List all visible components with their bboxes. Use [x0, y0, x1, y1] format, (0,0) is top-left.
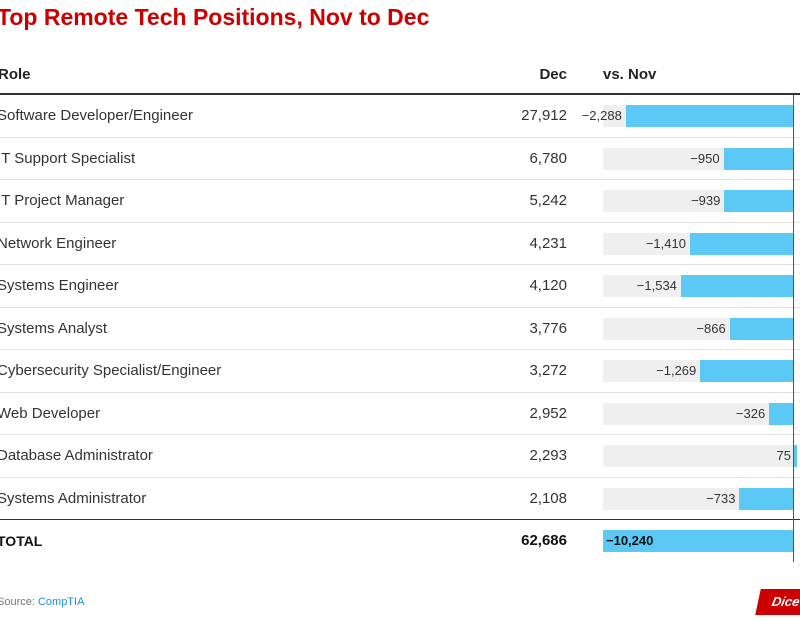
change-track: −939 — [603, 190, 793, 212]
change-track: −1,410 — [603, 232, 793, 255]
dec-value-cell: 2,108 — [529, 489, 567, 507]
table-row: IT Project Manager 5,242 −939 — [0, 180, 800, 223]
positions-table: Software Developer/Engineer 27,912 −2,288 I… — [0, 95, 800, 520]
total-row: TOTAL 62,686 −10,240 — [0, 520, 800, 562]
change-label: −1,534 — [636, 278, 677, 293]
change-track: −1,269 — [603, 360, 793, 382]
change-label: −326 — [735, 405, 766, 421]
total-divider — [0, 519, 800, 520]
dec-value-cell: 2,293 — [529, 447, 567, 464]
change-label: −2,288 — [581, 108, 622, 123]
dec-value-cell: 2,952 — [529, 404, 567, 422]
table-row: Web Developer 2,952 −326 — [0, 393, 800, 435]
total-change-label: −10,240 — [606, 533, 654, 548]
total-dec-value: 62,686 — [521, 532, 567, 549]
change-bar — [739, 487, 793, 510]
dec-value-cell: 3,272 — [529, 362, 567, 379]
role-cell: Systems Analyst — [0, 319, 108, 337]
change-track: −866 — [603, 317, 793, 340]
table-row: Systems Administrator 2,108 −733 — [0, 478, 800, 520]
change-label: 75 — [776, 448, 791, 463]
role-cell: Software Developer/Engineer — [0, 107, 193, 124]
change-label: −1,410 — [645, 235, 686, 251]
table-row: IT Support Specialist 6,780 −950 — [0, 138, 800, 180]
change-bar — [769, 402, 793, 425]
change-track: −1,534 — [603, 275, 793, 297]
table-row: Network Engineer 4,231 −1,410 — [0, 223, 800, 265]
role-cell: Systems Engineer — [0, 277, 119, 294]
table-row: Systems Analyst 3,776 −866 — [0, 308, 800, 350]
column-header-dec: Dec — [539, 66, 567, 83]
table-row: Systems Engineer 4,120 −1,534 — [0, 265, 800, 308]
dice-logo: Dice — [755, 589, 800, 615]
change-bar — [729, 317, 793, 340]
role-cell: IT Project Manager — [0, 192, 125, 209]
dec-value-cell: 27,912 — [521, 107, 567, 124]
role-cell: Web Developer — [0, 404, 101, 422]
change-label: −950 — [690, 150, 720, 166]
change-label: −939 — [691, 193, 721, 208]
dec-value-cell: 4,231 — [529, 234, 567, 252]
change-bar — [723, 147, 793, 170]
change-bar — [689, 232, 793, 255]
change-bar — [700, 360, 793, 382]
role-cell: Database Administrator — [0, 447, 153, 464]
role-cell: Network Engineer — [0, 234, 117, 252]
change-bar — [680, 275, 793, 297]
change-track: 75 — [603, 445, 797, 467]
total-label: TOTAL — [0, 533, 43, 549]
dec-value-cell: 4,120 — [529, 277, 567, 294]
change-bar — [724, 190, 793, 212]
header-divider — [0, 93, 800, 95]
table-row: Cybersecurity Specialist/Engineer 3,272 −1… — [0, 350, 800, 393]
chart-title: Top Remote Tech Positions, Nov to Dec — [0, 4, 430, 30]
change-track: −950 — [603, 147, 793, 170]
dec-value-cell: 6,780 — [529, 149, 567, 167]
column-header-vs-nov: vs. Nov — [603, 66, 657, 83]
dec-value-cell: 3,776 — [529, 319, 567, 337]
change-label: −1,269 — [656, 363, 697, 378]
change-bar — [625, 105, 793, 127]
change-track: −326 — [603, 402, 793, 425]
zero-axis-line — [793, 95, 794, 562]
source-prefix: Source: — [0, 596, 38, 608]
total-change-bar — [603, 530, 793, 552]
table-row: Software Developer/Engineer 27,912 −2,288 — [0, 95, 800, 138]
role-cell: Systems Administrator — [0, 489, 147, 507]
column-header-role: Role — [0, 66, 31, 83]
change-track: −2,288 — [582, 105, 793, 127]
role-cell: Cybersecurity Specialist/Engineer — [0, 362, 222, 379]
role-cell: IT Support Specialist — [0, 149, 136, 167]
change-track: −733 — [603, 487, 793, 510]
change-label: −733 — [706, 490, 736, 506]
source-link[interactable]: CompTIA — [37, 596, 85, 608]
table-row: Database Administrator 2,293 75 — [0, 435, 800, 478]
source-note: Source: CompTIA — [0, 596, 84, 608]
change-label: −866 — [696, 320, 726, 336]
change-bar — [793, 445, 797, 467]
dec-value-cell: 5,242 — [529, 192, 567, 209]
